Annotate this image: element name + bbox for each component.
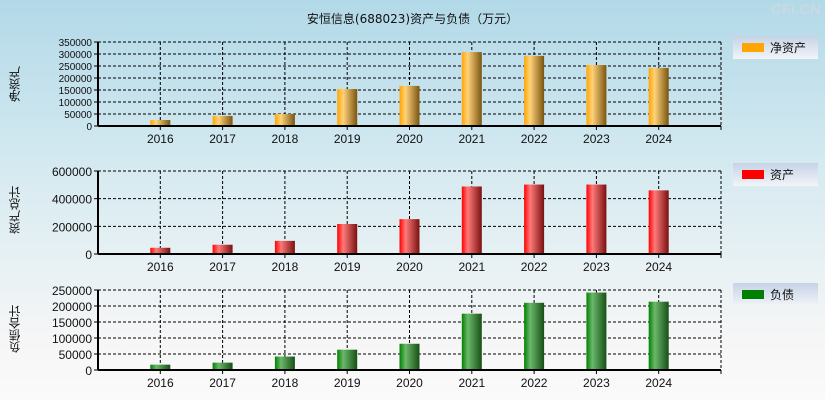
y-tick-label: 0: [85, 364, 92, 378]
x-tick-label: 2021: [458, 132, 485, 146]
y-tick-label: 600000: [52, 165, 92, 179]
x-tick-label: 2020: [396, 376, 423, 390]
x-tick-label: 2022: [521, 132, 548, 146]
legend-label: 净资产: [770, 41, 807, 55]
legend-swatch: [742, 170, 764, 179]
watermark-logo: CFi.CN: [771, 1, 821, 18]
bar-2021: [461, 186, 482, 254]
x-tick-label: 2016: [147, 376, 174, 390]
x-tick-label: 2017: [209, 260, 236, 274]
x-tick-label: 2022: [521, 260, 548, 274]
x-tick-label: 2017: [209, 132, 236, 146]
x-tick-label: 2024: [645, 260, 672, 274]
bar-2024: [648, 67, 669, 126]
y-tick-label: 250000: [59, 62, 93, 73]
bar-2017: [212, 244, 233, 254]
x-tick-label: 2020: [396, 132, 423, 146]
x-tick-label: 2021: [458, 260, 485, 274]
bar-2017: [212, 362, 233, 370]
bar-2022: [524, 184, 545, 254]
y-tick-label: 200000: [52, 300, 92, 314]
y-tick-label: 250000: [52, 284, 92, 298]
legend-swatch: [742, 290, 764, 299]
bar-2018: [274, 240, 295, 254]
legend-label: 负债: [770, 288, 795, 302]
bar-2021: [461, 52, 482, 126]
y-tick-label: 400000: [52, 193, 92, 207]
x-tick-label: 2021: [458, 376, 485, 390]
x-tick-label: 2023: [583, 132, 610, 146]
bar-2019: [337, 349, 358, 370]
bar-2024: [648, 190, 669, 254]
bar-2018: [274, 356, 295, 370]
y-tick-label: 0: [86, 122, 92, 133]
y-tick-label: 0: [85, 248, 92, 262]
x-tick-label: 2024: [645, 376, 672, 390]
legend-swatch: [742, 43, 764, 52]
legend-total-liabilities: 负债: [733, 283, 818, 306]
bar-2020: [399, 219, 420, 254]
bar-2023: [586, 184, 607, 254]
y-tick-label: 50000: [59, 348, 93, 362]
bar-2023: [586, 65, 607, 126]
bar-2017: [212, 115, 233, 126]
bar-2022: [524, 55, 545, 126]
bar-2018: [274, 114, 295, 126]
x-tick-label: 2016: [147, 132, 174, 146]
x-tick-label: 2024: [645, 132, 672, 146]
bar-2016: [150, 247, 171, 254]
x-tick-label: 2019: [334, 260, 361, 274]
x-tick-label: 2017: [209, 376, 236, 390]
x-tick-label: 2023: [583, 376, 610, 390]
x-tick-label: 2023: [583, 260, 610, 274]
x-tick-label: 2016: [147, 260, 174, 274]
x-tick-label: 2020: [396, 260, 423, 274]
y-tick-label: 300000: [59, 50, 93, 61]
x-tick-label: 2018: [272, 260, 299, 274]
bar-2022: [524, 302, 545, 370]
y-tick-label: 350000: [59, 38, 93, 49]
bar-2020: [399, 343, 420, 370]
legend-label: 资产: [770, 168, 795, 182]
bar-2019: [337, 89, 358, 126]
x-tick-label: 2018: [272, 132, 299, 146]
y-tick-label: 200000: [52, 220, 92, 234]
x-tick-label: 2018: [272, 376, 299, 390]
y-tick-label: 100000: [52, 332, 92, 346]
x-tick-label: 2019: [334, 376, 361, 390]
legend-net-assets: 净资产: [733, 36, 818, 59]
bar-2020: [399, 85, 420, 126]
legend-total-assets: 资产: [733, 163, 818, 186]
bar-2021: [461, 313, 482, 370]
bar-2024: [648, 301, 669, 370]
y-tick-label: 50000: [64, 110, 92, 121]
bar-2016: [150, 120, 171, 126]
bar-2016: [150, 364, 171, 370]
x-tick-label: 2019: [334, 132, 361, 146]
y-tick-label: 150000: [52, 316, 92, 330]
y-tick-label: 100000: [59, 98, 93, 109]
chart-title: 安恒信息(688023)资产与负债（万元）: [306, 12, 519, 26]
y-tick-label: 200000: [59, 74, 93, 85]
x-tick-label: 2022: [521, 376, 548, 390]
y-tick-label: 150000: [59, 86, 93, 97]
bar-2019: [337, 223, 358, 254]
bar-2023: [586, 292, 607, 370]
